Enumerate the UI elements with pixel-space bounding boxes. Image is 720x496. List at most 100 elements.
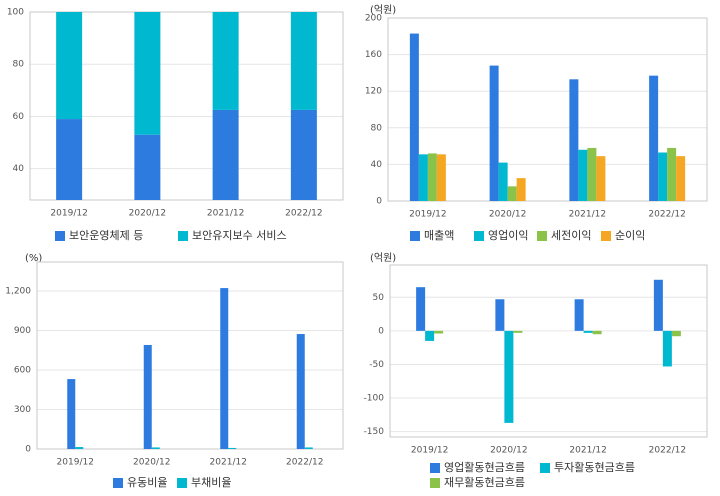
bar [416, 287, 426, 331]
y-tick-label: 0 [25, 445, 31, 455]
x-tick-label: 2021/12 [210, 458, 247, 468]
bar [56, 119, 83, 200]
bar [504, 330, 514, 423]
bar [592, 330, 602, 335]
bar [134, 134, 161, 200]
bar [134, 12, 161, 135]
axis-unit-label: (억원) [370, 4, 396, 16]
x-tick-label: 2022/12 [285, 209, 322, 219]
legend-swatch [177, 478, 187, 488]
bar [436, 154, 446, 201]
x-tick-label: 2021/12 [207, 209, 244, 219]
bar [434, 330, 444, 334]
x-tick-label: 2019/12 [57, 458, 94, 468]
bar [495, 299, 505, 331]
y-tick-label: 40 [371, 160, 383, 170]
x-tick-label: 2022/12 [649, 446, 686, 456]
legend-swatch [601, 231, 611, 241]
bar [513, 330, 523, 333]
x-tick-label: 2021/12 [569, 446, 606, 456]
legend-label: 투자활동현금흐름 [554, 460, 635, 474]
bar [75, 447, 84, 449]
bar [498, 162, 508, 201]
legend-swatch [474, 231, 484, 241]
plot-frame [389, 264, 708, 438]
bar [653, 279, 663, 331]
legend-swatch [410, 231, 420, 241]
legend-label: 매출액 [424, 229, 454, 242]
y-tick-label: 60 [13, 112, 25, 122]
bar [671, 330, 681, 337]
legend-swatch [178, 231, 188, 241]
legend-swatch [55, 231, 65, 241]
bar [569, 79, 579, 201]
bar [143, 344, 152, 449]
y-tick-label: 160 [365, 50, 382, 60]
legend-label: 순이익 [615, 229, 645, 242]
bar [596, 156, 606, 201]
bar [304, 447, 313, 449]
bar [489, 65, 499, 201]
legend-label: 부채비율 [191, 476, 231, 489]
axis-unit-label: (%) [25, 253, 42, 264]
bar [220, 288, 229, 449]
y-tick-label: 600 [14, 365, 31, 375]
bar [578, 149, 588, 201]
bar [296, 334, 305, 449]
bar [67, 379, 76, 449]
y-tick-label: 1,200 [5, 286, 31, 296]
x-tick-label: 2022/12 [286, 458, 323, 468]
legend-label: 재무활동현금흐름 [444, 475, 525, 489]
bar [418, 154, 428, 201]
y-tick-label: 80 [13, 60, 25, 70]
x-tick-label: 2020/12 [133, 458, 170, 468]
y-tick-label: 120 [365, 87, 382, 97]
y-tick-label: 900 [14, 326, 31, 336]
bar [290, 12, 317, 110]
bar [649, 75, 659, 201]
x-tick-label: 2019/12 [409, 210, 446, 220]
bar [662, 330, 672, 367]
x-tick-label: 2020/12 [489, 210, 526, 220]
bar [658, 152, 668, 201]
legend-swatch [540, 463, 550, 473]
y-tick-label: 300 [14, 405, 31, 415]
bar [583, 330, 593, 333]
legend-swatch [430, 478, 440, 488]
bar [212, 12, 239, 110]
legend-label: 보안운영체제 등 [69, 229, 143, 242]
plot-frame [387, 17, 708, 202]
x-tick-label: 2020/12 [129, 209, 166, 219]
y-tick-label: -150 [364, 427, 385, 437]
legend-label: 세전이익 [551, 229, 591, 242]
bar [228, 447, 237, 449]
bar [212, 109, 239, 200]
legend-swatch [430, 463, 440, 473]
y-tick-label: 0 [376, 197, 382, 207]
bar [667, 147, 677, 201]
bar [507, 186, 517, 201]
y-tick-label: 80 [371, 123, 383, 133]
y-tick-label: 200 [365, 14, 382, 24]
legend-swatch [537, 231, 547, 241]
y-tick-label: -100 [364, 394, 385, 404]
bar [676, 156, 686, 201]
legend-label: 영업이익 [488, 229, 528, 242]
plot-frame [36, 261, 344, 450]
bar [409, 33, 419, 202]
legend-label: 영업활동현금흐름 [444, 460, 525, 474]
x-tick-label: 2019/12 [411, 446, 448, 456]
legend-label: 유동비율 [127, 476, 167, 489]
bar [587, 147, 597, 201]
bar [574, 299, 584, 331]
y-tick-label: 100 [7, 8, 24, 18]
x-tick-label: 2020/12 [490, 446, 527, 456]
bar [290, 109, 317, 200]
x-tick-label: 2021/12 [569, 210, 606, 220]
y-tick-label: -50 [369, 360, 384, 370]
y-tick-label: 40 [13, 164, 25, 174]
bar [516, 178, 526, 201]
bar [151, 447, 160, 449]
bar [427, 153, 437, 201]
